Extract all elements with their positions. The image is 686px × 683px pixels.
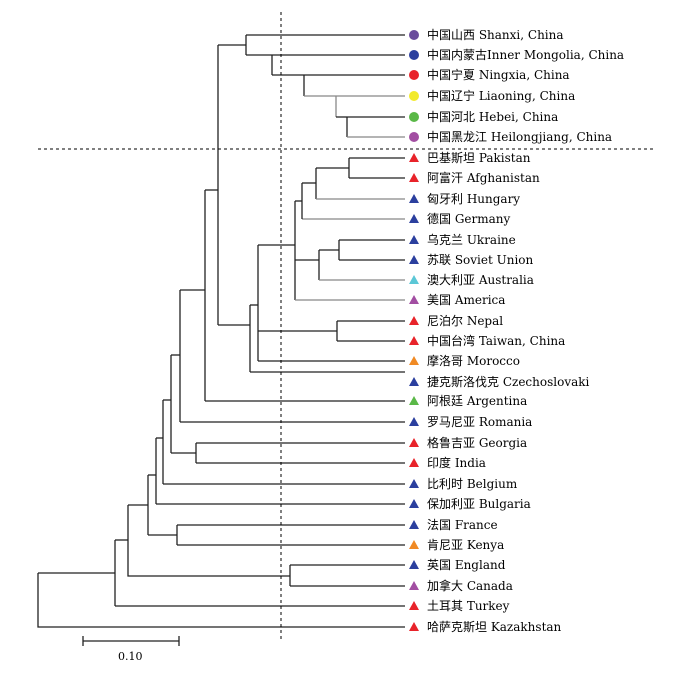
circle-marker-icon <box>409 91 419 101</box>
triangle-marker-icon <box>409 214 419 223</box>
tree-branches <box>37 34 405 628</box>
leaf-item: 哈萨克斯坦 Kazakhstan <box>409 620 562 634</box>
leaf-label: 匈牙利 Hungary <box>427 192 520 206</box>
scale-bar: 0.10 <box>82 636 180 663</box>
triangle-marker-icon <box>409 520 419 529</box>
leaf-item: 中国内蒙古Inner Mongolia, China <box>409 47 624 62</box>
leaf-list: 中国山西 Shanxi, China 中国内蒙古Inner Mongolia, C… <box>409 27 624 634</box>
leaf-label: 比利时 Belgium <box>427 477 518 491</box>
triangle-marker-icon <box>409 581 419 590</box>
leaf-label: 中国台湾 Taiwan, China <box>427 333 565 348</box>
leaf-label: 英国 England <box>427 558 506 572</box>
leaf-label: 乌克兰 Ukraine <box>427 232 516 247</box>
leaf-label: 尼泊尔 Nepal <box>427 313 503 328</box>
triangle-marker-icon <box>409 356 419 365</box>
leaf-item: 摩洛哥 Morocco <box>409 353 520 368</box>
triangle-marker-icon <box>409 499 419 508</box>
leaf-item: 德国 Germany <box>409 211 511 226</box>
leaf-label: 印度 India <box>427 455 486 470</box>
leaf-label: 中国内蒙古Inner Mongolia, China <box>427 47 624 62</box>
triangle-marker-icon <box>409 540 419 549</box>
leaf-item: 阿富汗 Afghanistan <box>409 170 540 185</box>
triangle-marker-icon <box>409 458 419 467</box>
triangle-marker-icon <box>409 377 419 386</box>
leaf-item: 美国 America <box>409 293 505 307</box>
leaf-item: 中国山西 Shanxi, China <box>409 27 564 42</box>
leaf-item: 中国台湾 Taiwan, China <box>409 333 565 348</box>
leaf-item: 英国 England <box>409 558 506 572</box>
leaf-item: 中国黑龙江 Heilongjiang, China <box>409 129 612 144</box>
leaf-label: 加拿大 Canada <box>427 578 513 593</box>
triangle-marker-icon <box>409 194 419 203</box>
leaf-item: 澳大利亚 Australia <box>409 273 534 287</box>
circle-marker-icon <box>409 70 419 80</box>
leaf-label: 摩洛哥 Morocco <box>427 353 520 368</box>
triangle-marker-icon <box>409 417 419 426</box>
branch <box>37 573 405 628</box>
triangle-marker-icon <box>409 275 419 284</box>
circle-marker-icon <box>409 30 419 40</box>
triangle-marker-icon <box>409 479 419 488</box>
leaf-item: 格鲁吉亚 Georgia <box>409 435 527 450</box>
circle-marker-icon <box>409 50 419 60</box>
circle-marker-icon <box>409 112 419 122</box>
leaf-item: 阿根廷 Argentina <box>409 394 527 408</box>
leaf-label: 巴基斯坦 Pakistan <box>427 151 531 165</box>
branch <box>127 505 290 577</box>
leaf-label: 中国山西 Shanxi, China <box>427 27 564 42</box>
leaf-label: 格鲁吉亚 Georgia <box>427 435 527 450</box>
leaf-item: 尼泊尔 Nepal <box>409 313 503 328</box>
leaf-label: 中国辽宁 Liaoning, China <box>427 88 575 103</box>
triangle-marker-icon <box>409 336 419 345</box>
leaf-item: 印度 India <box>409 455 486 470</box>
leaf-item: 法国 France <box>409 518 498 532</box>
leaf-label: 中国黑龙江 Heilongjiang, China <box>427 129 612 144</box>
leaf-label: 苏联 Soviet Union <box>427 253 534 267</box>
leaf-label: 捷克斯洛伐克 Czechoslovaki <box>427 374 590 389</box>
leaf-label: 阿根廷 Argentina <box>427 394 527 408</box>
leaf-label: 中国河北 Hebei, China <box>427 109 558 124</box>
scale-bar-label: 0.10 <box>118 650 143 663</box>
circle-marker-icon <box>409 132 419 142</box>
leaf-label: 土耳其 Turkey <box>427 599 510 613</box>
leaf-label: 法国 France <box>427 518 498 532</box>
triangle-marker-icon <box>409 396 419 405</box>
leaf-item: 捷克斯洛伐克 Czechoslovaki <box>409 374 590 389</box>
leaf-item: 乌克兰 Ukraine <box>409 232 516 247</box>
triangle-marker-icon <box>409 153 419 162</box>
triangle-marker-icon <box>409 316 419 325</box>
leaf-label: 德国 Germany <box>427 211 511 226</box>
triangle-marker-icon <box>409 601 419 610</box>
triangle-marker-icon <box>409 255 419 264</box>
leaf-item: 匈牙利 Hungary <box>409 192 520 206</box>
leaf-item: 苏联 Soviet Union <box>409 253 534 267</box>
leaf-item: 加拿大 Canada <box>409 578 513 593</box>
leaf-label: 美国 America <box>427 293 505 307</box>
leaf-item: 巴基斯坦 Pakistan <box>409 151 531 165</box>
leaf-label: 哈萨克斯坦 Kazakhstan <box>427 620 562 634</box>
leaf-item: 罗马尼亚 Romania <box>409 415 532 429</box>
leaf-item: 肯尼亚 Kenya <box>409 538 504 552</box>
leaf-label: 罗马尼亚 Romania <box>427 415 532 429</box>
triangle-marker-icon <box>409 295 419 304</box>
triangle-marker-icon <box>409 560 419 569</box>
leaf-item: 土耳其 Turkey <box>409 599 510 613</box>
leaf-label: 中国宁夏 Ningxia, China <box>427 67 570 82</box>
leaf-item: 中国河北 Hebei, China <box>409 109 558 124</box>
leaf-label: 肯尼亚 Kenya <box>427 538 504 552</box>
triangle-marker-icon <box>409 438 419 447</box>
leaf-item: 中国辽宁 Liaoning, China <box>409 88 575 103</box>
leaf-item: 比利时 Belgium <box>409 477 518 491</box>
triangle-marker-icon <box>409 235 419 244</box>
triangle-marker-icon <box>409 173 419 182</box>
leaf-label: 澳大利亚 Australia <box>427 273 534 287</box>
leaf-label: 阿富汗 Afghanistan <box>427 170 540 185</box>
leaf-item: 中国宁夏 Ningxia, China <box>409 67 570 82</box>
leaf-label: 保加利亚 Bulgaria <box>427 497 531 511</box>
leaf-item: 保加利亚 Bulgaria <box>409 497 531 511</box>
triangle-marker-icon <box>409 622 419 631</box>
